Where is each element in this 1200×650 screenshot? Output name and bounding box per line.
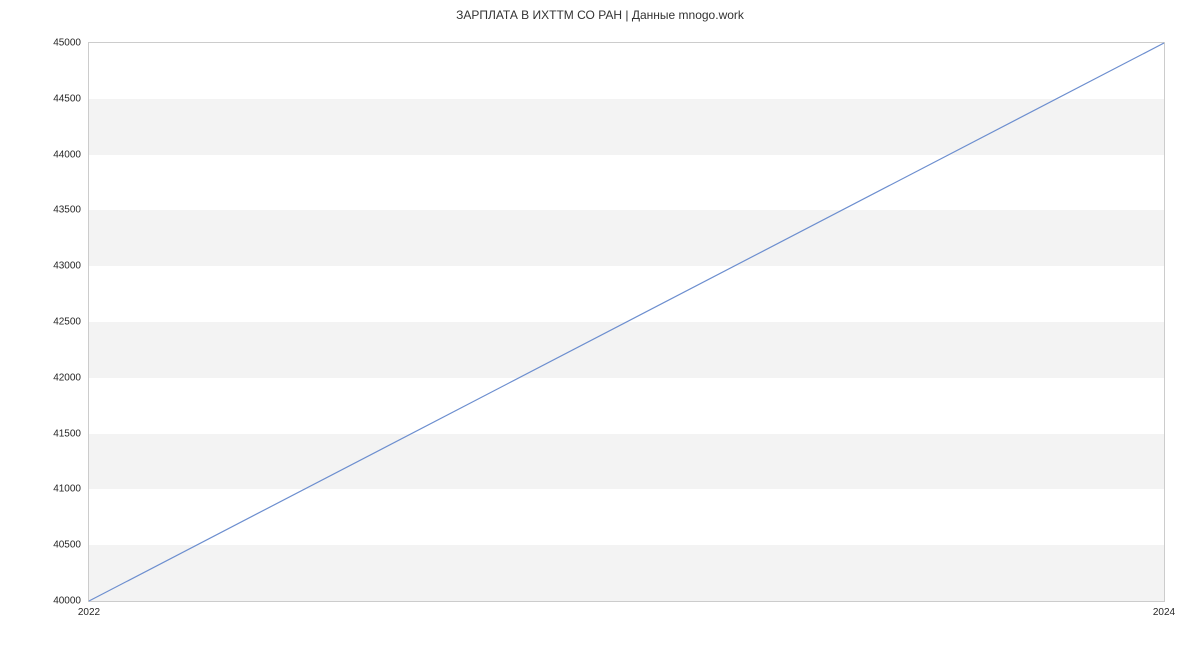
y-tick-label: 42000 <box>53 372 81 383</box>
y-tick-label: 41000 <box>53 484 81 495</box>
x-tick-label: 2024 <box>1153 607 1175 618</box>
y-tick-label: 42500 <box>53 317 81 328</box>
y-tick-label: 44000 <box>53 149 81 160</box>
chart-title: ЗАРПЛАТА В ИХТТМ СО РАН | Данные mnogo.w… <box>0 8 1200 22</box>
y-tick-label: 40000 <box>53 596 81 607</box>
y-tick-label: 43000 <box>53 261 81 272</box>
series-line <box>89 43 1164 601</box>
y-tick-label: 44500 <box>53 93 81 104</box>
x-tick-label: 2022 <box>78 607 100 618</box>
plot-area: 4000040500410004150042000425004300043500… <box>88 42 1165 602</box>
line-layer <box>89 43 1164 601</box>
y-tick-label: 41500 <box>53 428 81 439</box>
y-tick-label: 45000 <box>53 38 81 49</box>
y-tick-label: 40500 <box>53 540 81 551</box>
chart-container: ЗАРПЛАТА В ИХТТМ СО РАН | Данные mnogo.w… <box>0 0 1200 650</box>
y-tick-label: 43500 <box>53 205 81 216</box>
